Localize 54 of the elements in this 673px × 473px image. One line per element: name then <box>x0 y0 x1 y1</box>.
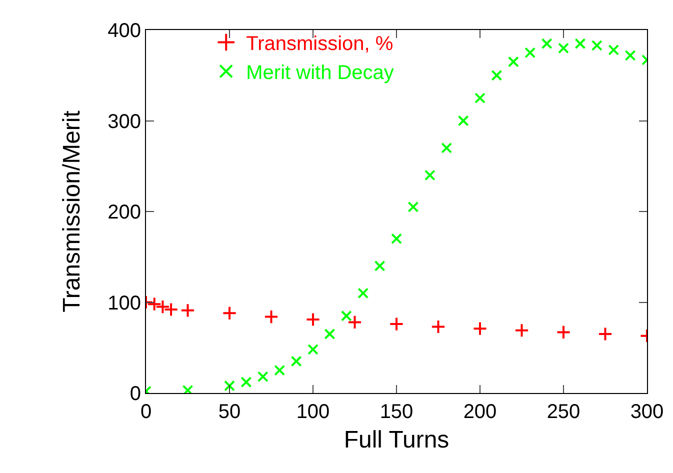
point <box>598 326 613 342</box>
point <box>240 376 252 388</box>
point <box>574 38 586 50</box>
point <box>458 115 469 126</box>
point <box>491 70 502 81</box>
y-tick-label: 300 <box>108 110 141 133</box>
point <box>324 328 336 340</box>
point <box>524 47 536 58</box>
point <box>408 201 419 212</box>
point <box>358 288 369 299</box>
point <box>424 170 436 181</box>
point <box>224 380 235 392</box>
point <box>164 302 178 317</box>
x-tick-label: 250 <box>546 401 580 423</box>
point <box>155 299 170 314</box>
point <box>430 319 446 334</box>
x-tick-label: 100 <box>296 401 330 423</box>
point <box>347 314 362 330</box>
y-tick-label: 200 <box>108 202 141 224</box>
point <box>308 344 318 355</box>
point <box>474 92 486 104</box>
y-tick-label: 100 <box>108 292 141 314</box>
y-axis-title: Transmission/Merit <box>58 110 86 312</box>
point <box>222 306 237 320</box>
point <box>391 233 402 244</box>
point <box>180 303 196 318</box>
point <box>508 56 519 68</box>
legend-label: Transmission, % <box>246 33 394 56</box>
point <box>274 364 286 376</box>
x-tick-label: 200 <box>463 401 497 423</box>
point <box>541 38 552 50</box>
point <box>340 310 352 322</box>
point <box>389 316 404 332</box>
point <box>264 309 279 324</box>
point <box>472 321 488 336</box>
point <box>374 260 386 272</box>
point <box>558 42 569 54</box>
x-tick-label: 50 <box>218 401 241 423</box>
point <box>290 356 302 367</box>
x-tick-label: 300 <box>630 401 664 423</box>
point <box>514 323 530 338</box>
point <box>147 296 162 312</box>
y-tick-label: 0 <box>130 383 141 405</box>
point <box>591 40 602 51</box>
point <box>306 312 320 327</box>
y-tick-label: 400 <box>108 20 141 42</box>
point <box>608 44 620 56</box>
point <box>556 324 571 340</box>
x-axis-title: Full Turns <box>344 426 450 454</box>
point <box>441 142 452 154</box>
x-tick-label: 150 <box>380 401 414 423</box>
point <box>624 50 636 61</box>
legend-label: Merit with Decay <box>246 62 394 84</box>
point <box>257 371 268 382</box>
